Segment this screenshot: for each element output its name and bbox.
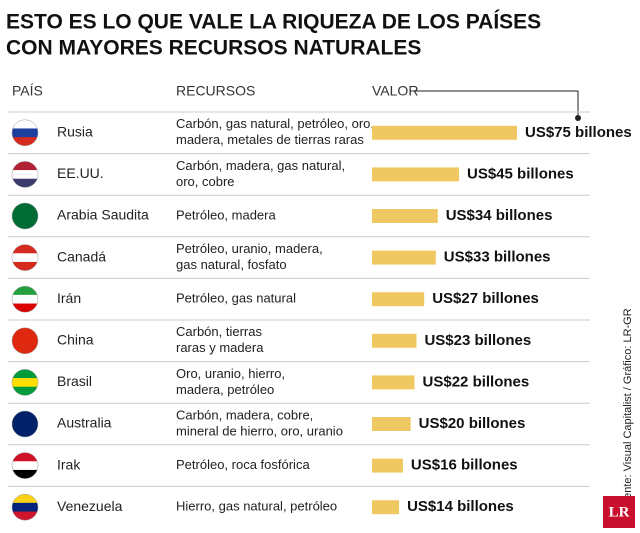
flag-stripe xyxy=(12,253,38,263)
flag-outline xyxy=(11,161,39,188)
flag-stripe xyxy=(12,452,38,462)
flag-stripe xyxy=(12,369,38,379)
flag-stripe xyxy=(12,327,38,337)
logo-box xyxy=(603,496,635,528)
bar xyxy=(372,292,425,307)
flag-outline xyxy=(11,410,39,438)
flag-stripe xyxy=(12,494,38,504)
resource: mineral de hierro, oro, uranio xyxy=(176,423,343,438)
bar xyxy=(372,125,517,140)
resource: Carbón, madera, cobre, xyxy=(176,407,313,422)
resource: Carbón, madera, gas natural, xyxy=(176,158,345,173)
resource: raras y madera xyxy=(176,340,264,355)
bar xyxy=(372,333,417,348)
country: Irak xyxy=(57,456,81,472)
column-header: VALOR xyxy=(372,83,418,99)
bar xyxy=(372,209,438,223)
flag-stripe xyxy=(12,502,38,513)
flag-outline xyxy=(11,119,39,147)
title-line: ESTO ES LO QUE VALE LA RIQUEZA DE LOS PA… xyxy=(6,11,541,34)
flag-stripe xyxy=(12,461,38,471)
value-label: US$14 billones xyxy=(407,498,514,515)
flag-outline xyxy=(11,493,39,521)
country: China xyxy=(57,332,94,348)
flag-stripe xyxy=(12,119,38,129)
flag-stripe xyxy=(12,428,38,437)
bar xyxy=(372,500,400,515)
flag-stripe xyxy=(12,128,38,138)
pointer-line xyxy=(414,90,579,116)
flag-outline xyxy=(11,285,39,313)
source: Fuente: Visual Capitalist / Gráfico: LR-… xyxy=(622,308,634,511)
flag-stripe xyxy=(12,336,38,346)
flag-stripe xyxy=(12,244,38,254)
column-header: PAÍS xyxy=(12,83,43,99)
bar xyxy=(372,417,411,431)
resource: madera, metales de tierras raras xyxy=(176,132,364,147)
country: Irán xyxy=(57,290,81,306)
flag-stripe xyxy=(12,203,38,213)
bar xyxy=(372,250,436,265)
flag-outline xyxy=(11,369,39,396)
value-label: US$27 billones xyxy=(432,290,539,307)
country: Arabia Saudita xyxy=(57,207,149,223)
flag-outline xyxy=(11,327,39,355)
flag-stripe xyxy=(12,294,38,305)
value-label: US$22 billones xyxy=(423,373,530,390)
flag-outline xyxy=(11,202,39,230)
resource: Petróleo, madera xyxy=(176,207,276,222)
value-label: US$20 billones xyxy=(419,415,526,432)
resource: Petróleo, gas natural xyxy=(176,291,296,306)
flag-stripe xyxy=(12,286,38,296)
flag-stripe xyxy=(12,378,38,388)
resource: Hierro, gas natural, petróleo xyxy=(176,499,337,514)
resource: Oro, uranio, hierro, xyxy=(176,366,285,381)
title-line: CON MAYORES RECURSOS NATURALES xyxy=(6,37,421,60)
flag-stripe xyxy=(12,137,38,146)
column-header: RECURSOS xyxy=(176,83,255,99)
flag-stripe xyxy=(12,220,38,229)
flag-stripe xyxy=(12,303,38,313)
flag-stripe xyxy=(12,170,38,180)
value-label: US$23 billones xyxy=(424,332,531,349)
resource: Carbón, tierras xyxy=(176,324,262,339)
flag-outline xyxy=(11,244,39,271)
flag-stripe xyxy=(12,469,38,479)
country: Canadá xyxy=(57,248,106,264)
country: EE.UU. xyxy=(57,165,104,181)
resource: oro, cobre xyxy=(176,174,235,189)
flag-stripe xyxy=(12,261,38,271)
bar xyxy=(372,458,403,473)
value-label: US$16 billones xyxy=(411,457,518,474)
flag-stripe xyxy=(12,345,38,354)
country: Brasil xyxy=(57,373,92,389)
resource: Petróleo, roca fosfórica xyxy=(176,457,310,472)
flag-stripe xyxy=(12,419,38,429)
value-label: US$33 billones xyxy=(444,249,551,266)
pointer-dot xyxy=(575,115,581,121)
country: Australia xyxy=(57,415,112,431)
value-label: US$75 billones xyxy=(525,124,632,141)
flag-stripe xyxy=(12,511,38,521)
bar xyxy=(372,375,415,390)
flag-stripe xyxy=(12,211,38,221)
flag-stripe xyxy=(12,161,38,171)
logo: LR xyxy=(609,504,630,520)
value-label: US$45 billones xyxy=(467,165,574,182)
resource: Carbón, gas natural, petróleo, oro, xyxy=(176,116,374,131)
value-label: US$34 billones xyxy=(446,207,553,224)
flag-stripe xyxy=(12,411,38,421)
country: Rusia xyxy=(57,124,93,140)
country: Venezuela xyxy=(57,498,123,514)
resource: gas natural, fosfato xyxy=(176,257,287,272)
flag-outline xyxy=(11,452,39,479)
flag-stripe xyxy=(12,386,38,396)
resource: madera, petróleo xyxy=(176,382,274,397)
bar xyxy=(372,167,459,182)
resource: Petróleo, uranio, madera, xyxy=(176,241,323,256)
flag-stripe xyxy=(12,178,38,188)
